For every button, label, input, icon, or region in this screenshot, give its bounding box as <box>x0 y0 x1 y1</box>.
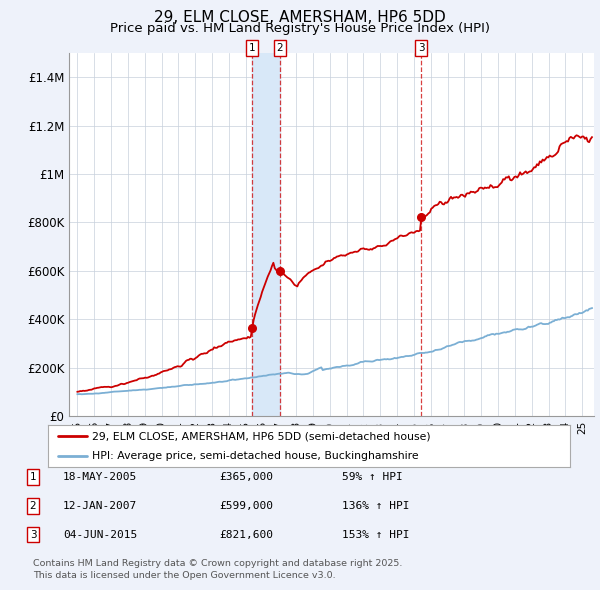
Text: 2: 2 <box>277 43 283 53</box>
Text: Price paid vs. HM Land Registry's House Price Index (HPI): Price paid vs. HM Land Registry's House … <box>110 22 490 35</box>
Text: 136% ↑ HPI: 136% ↑ HPI <box>342 501 409 510</box>
Text: 153% ↑ HPI: 153% ↑ HPI <box>342 530 409 539</box>
Text: 2: 2 <box>29 501 37 510</box>
Bar <box>252 53 280 416</box>
Text: 59% ↑ HPI: 59% ↑ HPI <box>342 472 403 481</box>
Text: £599,000: £599,000 <box>219 501 273 510</box>
Text: 04-JUN-2015: 04-JUN-2015 <box>63 530 137 539</box>
Text: 18-MAY-2005: 18-MAY-2005 <box>63 472 137 481</box>
Text: 1: 1 <box>29 472 37 481</box>
Text: 3: 3 <box>29 530 37 539</box>
Text: Contains HM Land Registry data © Crown copyright and database right 2025.
This d: Contains HM Land Registry data © Crown c… <box>33 559 403 580</box>
Text: 1: 1 <box>248 43 255 53</box>
Text: 3: 3 <box>418 43 424 53</box>
Text: £821,600: £821,600 <box>219 530 273 539</box>
Text: HPI: Average price, semi-detached house, Buckinghamshire: HPI: Average price, semi-detached house,… <box>92 451 419 461</box>
Text: 29, ELM CLOSE, AMERSHAM, HP6 5DD (semi-detached house): 29, ELM CLOSE, AMERSHAM, HP6 5DD (semi-d… <box>92 431 431 441</box>
Text: 12-JAN-2007: 12-JAN-2007 <box>63 501 137 510</box>
Text: 29, ELM CLOSE, AMERSHAM, HP6 5DD: 29, ELM CLOSE, AMERSHAM, HP6 5DD <box>154 10 446 25</box>
Text: £365,000: £365,000 <box>219 472 273 481</box>
